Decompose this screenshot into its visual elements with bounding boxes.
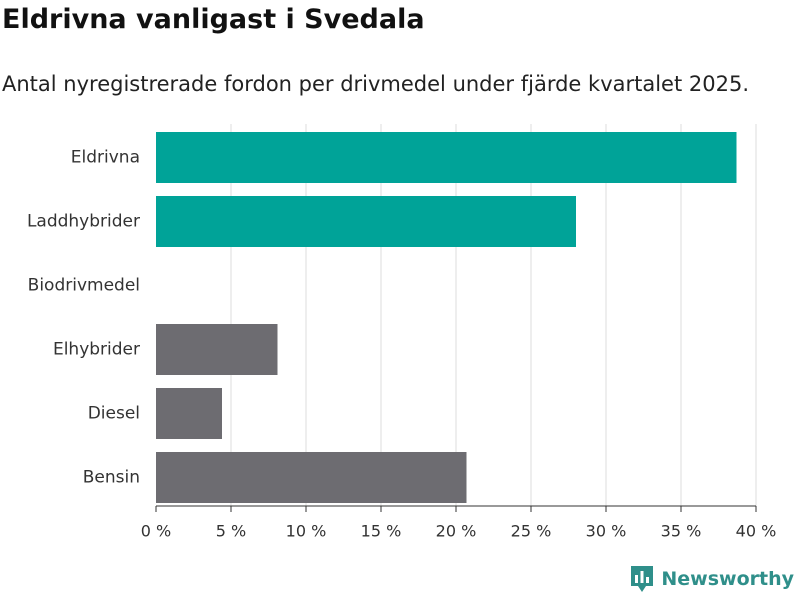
x-tick-label: 0 %: [141, 522, 171, 541]
bar-diesel: [156, 388, 222, 439]
axes: [155, 505, 757, 512]
brand-name: Newsworthy: [661, 568, 794, 590]
bar-eldrivna: [156, 132, 737, 183]
x-tick-label: 20 %: [436, 522, 477, 541]
bar-bensin: [156, 452, 467, 503]
category-label: Laddhybrider: [27, 212, 140, 232]
x-tick-label: 15 %: [361, 522, 402, 541]
newsworthy-logo-icon: [631, 566, 654, 592]
category-label: Biodrivmedel: [28, 276, 140, 296]
x-tick-label: 5 %: [216, 522, 246, 541]
category-label: Eldrivna: [71, 148, 140, 168]
x-tick-label: 40 %: [736, 522, 777, 541]
bar-laddhybrider: [156, 196, 576, 247]
brand-logo: Newsworthy: [629, 564, 794, 594]
x-tick-label: 30 %: [586, 522, 627, 541]
bar-elhybrider: [156, 324, 278, 375]
chart-subtitle: Antal nyregistrerade fordon per drivmede…: [2, 72, 750, 96]
x-tick-label: 25 %: [511, 522, 552, 541]
category-label: Diesel: [88, 404, 140, 424]
x-tick-label: 35 %: [661, 522, 702, 541]
gridlines: [230, 124, 757, 506]
chart-title: Eldrivna vanligast i Svedala: [2, 4, 425, 35]
category-label: Bensin: [83, 468, 140, 488]
category-label: Elhybrider: [53, 340, 140, 360]
bars: [156, 132, 737, 503]
x-tick-label: 10 %: [286, 522, 327, 541]
labels: Eldrivna Laddhybrider Biodrivmedel Elhybrid…: [27, 148, 776, 541]
